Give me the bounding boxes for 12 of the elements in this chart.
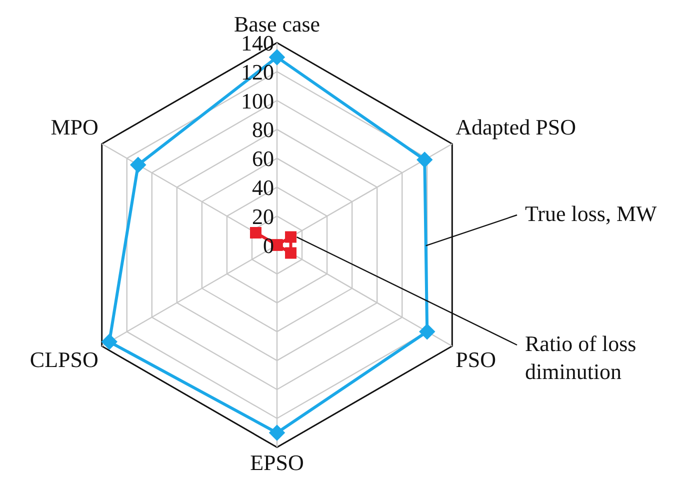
y-tick-label: 100 [241, 88, 274, 114]
text: Ratio of loss diminution [525, 330, 636, 384]
spoke-label: CLPSO [30, 347, 98, 372]
y-tick-label: 20 [252, 204, 274, 229]
text: True loss, MW [525, 200, 658, 226]
spoke-label: EPSO [250, 450, 304, 476]
spoke-label: MPO [50, 114, 98, 140]
spoke-label: PSO [456, 347, 496, 372]
y-tick-label: 80 [252, 117, 274, 142]
y-tick-label: 60 [252, 146, 274, 172]
spoke-label: Adapted PSO [456, 114, 576, 140]
y-tick-label: 40 [252, 174, 274, 200]
